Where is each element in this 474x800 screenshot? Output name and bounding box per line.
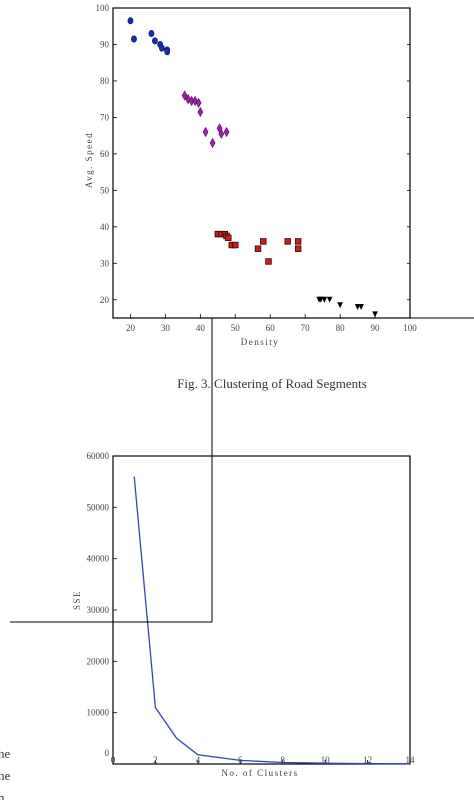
scatter-point [372,311,378,318]
scatter-point [294,245,302,252]
scatter-point [152,37,158,45]
scatter-y-ticks: 20 30 40 50 60 70 80 90 100 [96,3,410,305]
scatter-y-tick-label: 40 [100,222,110,232]
line-y-tick-label: 0 [105,748,110,758]
line-y-axis-label: SSE [72,590,82,610]
scatter-point [202,126,209,138]
line-x-tick-label: 4 [196,755,201,765]
scatter-point [225,234,232,241]
clipped-text-3: n [0,790,5,800]
scatter-point [209,137,216,149]
clipped-text-2: he [0,768,11,783]
scatter-point [232,241,239,249]
figure-caption: Fig. 3. Clustering of Road Segments [177,376,367,391]
scatter-y-tick-label: 30 [100,258,110,268]
line-y-tick-label: 10000 [87,708,110,718]
line-x-tick-label: 8 [280,755,285,765]
scatter-point [337,302,343,309]
scatter-points [127,17,378,318]
scatter-x-tick-label: 40 [196,323,206,333]
scatter-y-tick-label: 60 [100,149,110,159]
scatter-point [127,17,134,25]
scatter-plot-frame [112,7,411,319]
scatter-point [265,258,272,265]
scatter-point [218,128,225,139]
scatter-point [254,245,262,252]
scatter-x-tick-label: 70 [301,323,311,333]
scatter-point [197,106,204,118]
line-plot-frame [112,455,411,765]
line-x-tick-label: 14 [406,755,416,765]
line-y-tick-label: 60000 [87,451,110,461]
clipped-text-1: he [0,746,11,761]
line-x-axis-label: No. of Clusters [221,768,298,778]
scatter-point [164,48,171,56]
scatter-x-tick-label: 60 [266,323,276,333]
scatter-x-tick-label: 80 [336,323,346,333]
scatter-y-tick-label: 100 [96,3,110,13]
scatter-point [195,97,202,108]
scatter-point [326,296,333,303]
line-y-tick-label: 20000 [87,656,110,666]
scatter-x-tick-label: 50 [231,323,241,333]
scatter-x-ticks: 20 30 40 50 60 70 80 90 100 [126,314,417,333]
scatter-point [148,30,155,38]
scatter-x-tick-label: 100 [403,323,417,333]
line-x-tick-label: 12 [363,755,372,765]
scatter-x-axis-label: Density [241,337,280,347]
line-x-tick-label: 2 [153,755,158,765]
scatter-y-tick-label: 20 [100,295,110,305]
scatter-x-tick-label: 90 [371,323,381,333]
scatter-x-tick-label: 20 [126,323,136,333]
scatter-point [358,304,364,311]
line-y-tick-label: 30000 [87,605,110,615]
scatter-point [181,90,188,101]
scatter-point [260,238,267,245]
line-y-ticks: 0 10000 20000 30000 40000 50000 60000 [87,451,117,765]
scatter-point [284,238,291,245]
scatter-y-tick-label: 70 [100,112,110,122]
line-x-tick-label: 10 [321,755,331,765]
scatter-x-tick-label: 30 [161,323,171,333]
scatter-y-axis-label: Avg. Speed [84,132,94,188]
scatter-point [223,126,230,138]
scatter-point [159,44,165,52]
scatter-y-tick-label: 50 [100,185,110,195]
sse-series-line [133,476,411,765]
scatter-point [131,35,137,43]
line-y-tick-label: 50000 [87,502,110,512]
line-y-tick-label: 40000 [87,554,110,564]
scatter-point [321,296,328,303]
scatter-y-tick-label: 80 [100,76,110,86]
scatter-y-tick-label: 90 [100,39,110,49]
sse-line-chart: 0 2 4 6 8 10 12 14 0100002000030000400005000060… [72,451,415,778]
scatter-chart: 20 30 40 50 60 70 80 90 100 2030405060708090100 … [84,3,474,347]
scatter-point [294,238,302,245]
line-x-tick-label: 0 [111,755,116,765]
